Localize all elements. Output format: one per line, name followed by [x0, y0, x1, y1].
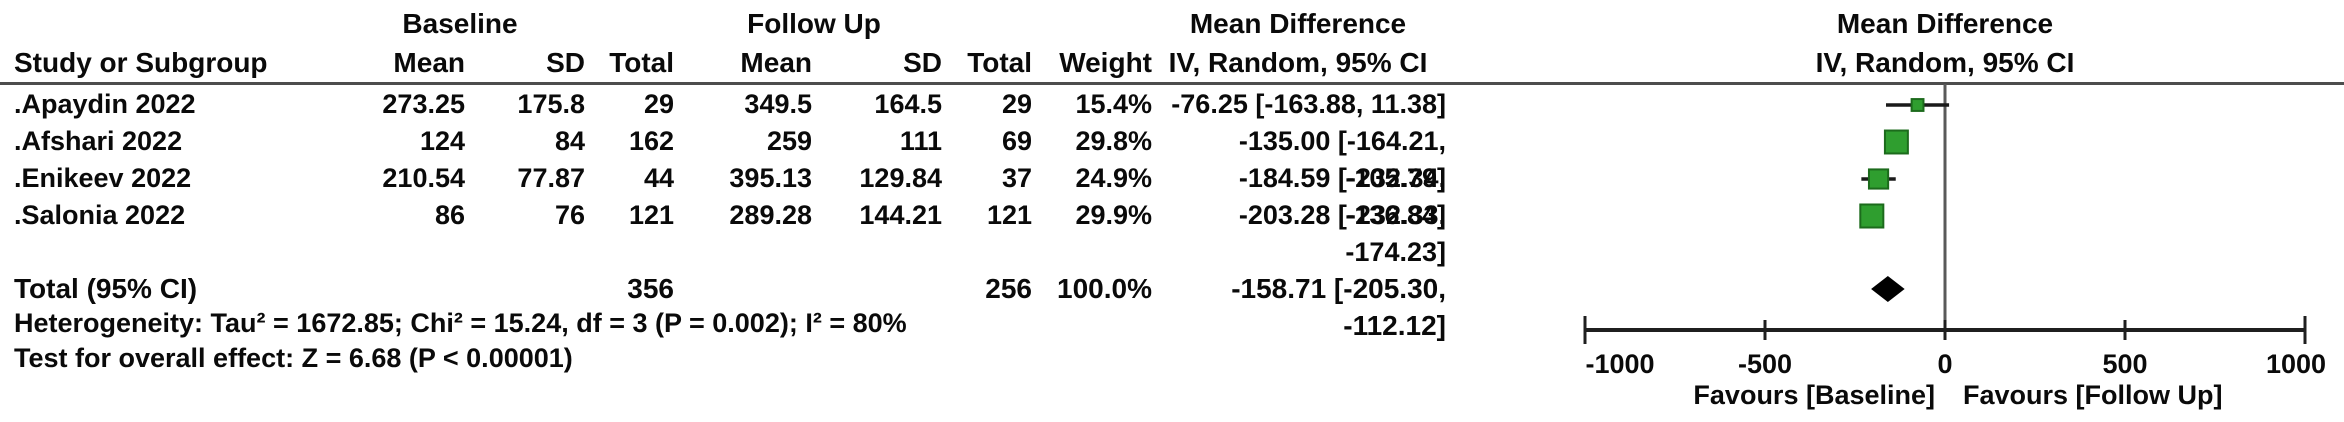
axis-tick-label: 500: [2102, 349, 2147, 379]
header-divider-line: [0, 82, 2344, 85]
baseline-mean-cell: 124: [419, 126, 465, 156]
followup-mean-cell: 349.5: [744, 89, 812, 119]
study-name-cell: .Apaydin 2022: [14, 89, 196, 119]
weight-cell: 29.8%: [1075, 126, 1152, 156]
followup-total-cell: 29: [1001, 89, 1032, 119]
col-header-followup-sd: SD: [903, 47, 942, 78]
study-marker: [1883, 129, 1909, 155]
followup-mean-cell: 395.13: [729, 163, 812, 193]
baseline-mean-cell: 273.25: [382, 89, 465, 119]
col-header-weight: Weight: [1059, 47, 1152, 78]
total-baseline-n: 356: [627, 273, 674, 304]
followup-sd-cell: 164.5: [874, 89, 942, 119]
study-name-cell: .Afshari 2022: [14, 126, 183, 156]
table-row: .Apaydin 2022 273.25 175.8 29 349.5 164.…: [0, 86, 1460, 123]
baseline-total-cell: 162: [628, 126, 674, 156]
md-ci-cell: -135.00 [-164.21, -105.79]: [1238, 126, 1446, 193]
followup-total-cell: 69: [1001, 126, 1032, 156]
total-diamond: [1871, 276, 1905, 302]
followup-sd-cell: 111: [899, 126, 942, 156]
col-header-followup-total: Total: [967, 47, 1032, 78]
table-row: .Afshari 2022 124 84 162 259 111 69 29.8…: [0, 123, 1460, 193]
baseline-sd-cell: 76: [554, 200, 585, 230]
col-header-study: Study or Subgroup: [14, 47, 268, 78]
axis-tick-label: -1000: [1585, 349, 1654, 379]
group-header-followup: Follow Up: [747, 8, 881, 39]
baseline-sd-cell: 77.87: [517, 163, 585, 193]
followup-total-cell: 37: [1001, 163, 1032, 193]
weight-cell: 29.9%: [1075, 200, 1152, 230]
total-row: Total (95% CI) 356 256 100.0% -158.71 [-…: [0, 270, 1460, 341]
total-label: Total (95% CI): [14, 273, 198, 304]
weight-cell: 24.9%: [1075, 163, 1152, 193]
baseline-total-cell: 44: [643, 163, 674, 193]
axis-tick-label: 0: [1937, 349, 1952, 379]
baseline-mean-cell: 86: [434, 200, 465, 230]
followup-mean-cell: 259: [766, 126, 812, 156]
axis-tick-label: -500: [1738, 349, 1792, 379]
baseline-sd-cell: 175.8: [517, 89, 585, 119]
followup-total-cell: 121: [986, 200, 1032, 230]
baseline-total-cell: 121: [628, 200, 674, 230]
baseline-mean-cell: 210.54: [382, 163, 465, 193]
overall-effect-note: Test for overall effect: Z = 6.68 (P < 0…: [14, 343, 573, 373]
total-md-ci: -158.71 [-205.30, -112.12]: [1231, 273, 1446, 341]
md-ci-cell: -203.28 [-232.33, -174.23]: [1238, 200, 1446, 267]
md-text-header-line1: Mean Difference: [1189, 8, 1407, 39]
md-ci-cell: -76.25 [-163.88, 11.38]: [1171, 89, 1446, 119]
heterogeneity-note: Heterogeneity: Tau² = 1672.85; Chi² = 15…: [14, 308, 907, 338]
md-text-header-line2: IV, Random, 95% CI: [1168, 47, 1428, 78]
table-row: .Salonia 2022 86 76 121 289.28 144.21 12…: [0, 197, 1460, 267]
followup-mean-cell: 289.28: [729, 200, 812, 230]
study-name-cell: .Salonia 2022: [14, 200, 186, 230]
total-weight: 100.0%: [1057, 273, 1152, 304]
weight-cell: 15.4%: [1075, 89, 1152, 119]
axis-tick-label: 1000: [2266, 349, 2326, 379]
col-header-baseline-mean: Mean: [393, 47, 465, 78]
table-row: .Enikeev 2022 210.54 77.87 44 395.13 129…: [0, 160, 1460, 230]
baseline-sd-cell: 84: [554, 126, 585, 156]
col-header-baseline-sd: SD: [546, 47, 585, 78]
baseline-total-cell: 29: [643, 89, 674, 119]
plot-header-line2: IV, Random, 95% CI: [1815, 47, 2075, 78]
favours-left-label: Favours [Baseline]: [1693, 380, 1935, 410]
study-marker: [1867, 168, 1890, 190]
study-marker: [1859, 203, 1885, 229]
followup-sd-cell: 144.21: [859, 200, 942, 230]
col-header-followup-mean: Mean: [740, 47, 812, 78]
total-followup-n: 256: [985, 273, 1032, 304]
plot-header-line1: Mean Difference: [1836, 8, 2054, 39]
md-ci-cell: -184.59 [-232.34, -136.84]: [1238, 163, 1446, 230]
study-name-cell: .Enikeev 2022: [14, 163, 192, 193]
col-header-baseline-total: Total: [609, 47, 674, 78]
followup-sd-cell: 129.84: [859, 163, 942, 193]
group-header-baseline: Baseline: [402, 8, 518, 39]
favours-right-label: Favours [Follow Up]: [1963, 380, 2223, 410]
study-marker: [1910, 98, 1925, 112]
